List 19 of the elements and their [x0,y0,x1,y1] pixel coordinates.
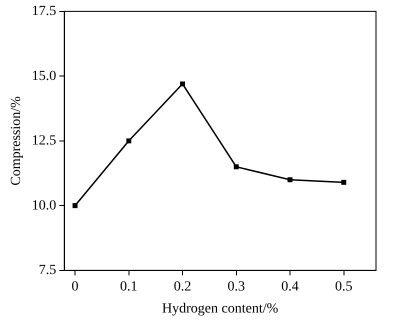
x-tick-label: 0.5 [335,279,353,294]
point [180,81,186,86]
y-tick-label: 17.5 [32,4,56,20]
x-tick-label: 0.4 [281,279,299,294]
y-tick-label: 7.5 [38,263,56,278]
y-axis-title: Compression/% [9,96,24,186]
y-tick-label: 10.0 [32,198,56,214]
x-tick-label: 0 [72,279,79,294]
point [126,138,132,144]
point [288,177,292,182]
x-tick-label: 0.2 [174,279,192,294]
x-tick-label: 0.1 [120,279,138,294]
y-tick-label: 15.0 [32,68,56,84]
y-tick-label: 12.5 [32,134,56,149]
point [341,180,346,185]
x-axis-title: Hydrogen content/% [162,301,279,316]
point [234,164,239,170]
x-tick-label: 0.3 [228,279,246,294]
point [72,203,78,208]
